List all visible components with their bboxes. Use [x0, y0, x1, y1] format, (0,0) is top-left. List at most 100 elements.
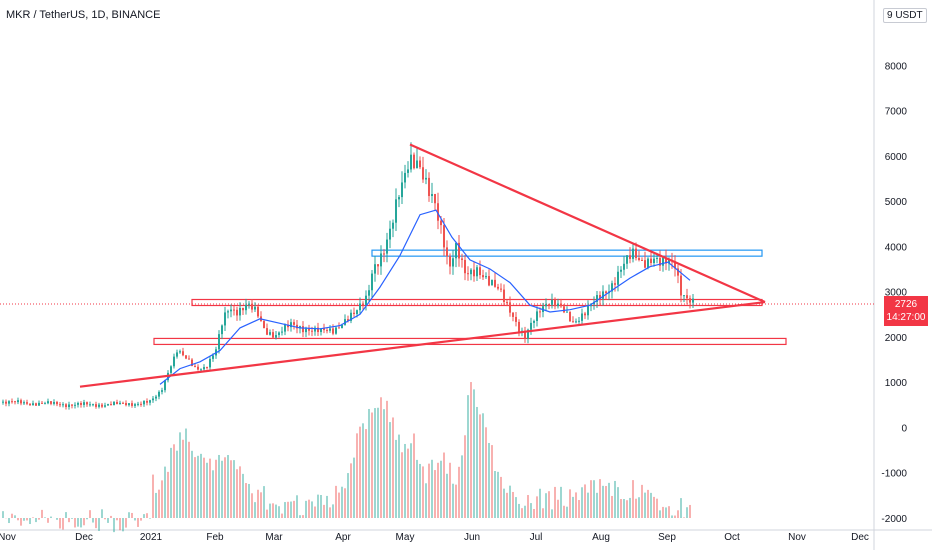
- volume-bar: [251, 493, 253, 518]
- y-tick-label: 2000: [885, 333, 908, 344]
- y-axis[interactable]: -2000 -1000 0 1000 2000 3000 4000 5000 6000 7000 8…: [881, 61, 907, 525]
- volume-bar: [167, 471, 169, 518]
- candle-body: [347, 319, 349, 321]
- candle-body: [305, 328, 307, 333]
- candle-body: [632, 248, 634, 259]
- candle-body: [470, 269, 472, 275]
- candle-body: [41, 402, 43, 404]
- candle-body: [650, 258, 652, 263]
- volume-bar: [689, 504, 691, 518]
- volume-bar: [269, 503, 271, 518]
- volume-bar: [86, 518, 88, 520]
- volume-bar: [473, 389, 475, 518]
- candle-body: [353, 312, 355, 314]
- x-tick-label: Apr: [335, 532, 351, 543]
- candle-body: [164, 380, 166, 391]
- volume-bar: [284, 502, 286, 518]
- x-tick-label: Dec: [75, 532, 93, 543]
- candle-body: [458, 242, 460, 259]
- candle-body: [287, 324, 289, 328]
- candle-body: [386, 239, 388, 254]
- trendline-lower[interactable]: [79, 300, 766, 388]
- volume-bar: [524, 505, 526, 518]
- volume-bar: [389, 422, 391, 518]
- volume-bar: [8, 518, 10, 524]
- volume-bar: [566, 506, 568, 518]
- volume-bar: [128, 512, 130, 518]
- horizontal-zones[interactable]: [0, 249, 874, 346]
- volume-bar: [278, 506, 280, 518]
- candle-body: [509, 302, 511, 313]
- x-tick-label: Jul: [530, 532, 543, 543]
- x-tick-label: May: [396, 532, 415, 543]
- volume-bar: [239, 466, 241, 518]
- volume-bar: [593, 480, 595, 518]
- volume-bar: [497, 471, 499, 518]
- trendline-upper[interactable]: [409, 143, 766, 304]
- candle-body: [257, 306, 259, 317]
- volume-bar: [638, 497, 640, 518]
- volume-bar: [302, 515, 304, 518]
- volume-bar: [545, 493, 547, 518]
- volume-bar: [434, 470, 436, 518]
- candle-body: [23, 402, 25, 404]
- candle-body: [668, 259, 670, 264]
- volume-bar: [329, 507, 331, 518]
- volume-bar: [41, 509, 43, 518]
- candle-body: [47, 401, 49, 404]
- volume-bar: [644, 492, 646, 518]
- volume-bar: [554, 486, 556, 518]
- trendlines[interactable]: [79, 143, 766, 388]
- candle-body: [689, 298, 691, 303]
- volume-bar: [356, 433, 358, 518]
- candle-body: [323, 328, 325, 331]
- last-price-tag: 2726 14:27:00: [884, 296, 928, 326]
- volume-bar: [359, 426, 361, 518]
- volume-bar: [344, 488, 346, 518]
- volume-bar: [146, 513, 148, 518]
- x-tick-label: Mar: [265, 532, 283, 543]
- candle-body: [611, 283, 613, 292]
- candle-body: [107, 404, 109, 406]
- volume-bar: [530, 503, 532, 518]
- candle-body: [8, 401, 10, 404]
- y-tick-label: 8000: [885, 61, 908, 72]
- volume-bar: [257, 489, 259, 518]
- x-axis[interactable]: Nov Dec 2021 Feb Mar Apr May Jun Jul Aug Sep Oct Nov…: [0, 532, 869, 543]
- candle-body: [614, 283, 616, 285]
- resistance-zone[interactable]: [371, 249, 763, 257]
- volume-bar: [371, 412, 373, 518]
- candle-body: [356, 310, 358, 314]
- volume-bar: [392, 417, 394, 518]
- volume-bar: [149, 518, 151, 519]
- candle-body: [551, 299, 553, 305]
- support-zone[interactable]: [191, 298, 763, 307]
- volume-bar: [407, 448, 409, 518]
- candle-body: [299, 326, 301, 329]
- candle-body: [206, 367, 208, 369]
- candle-body: [680, 275, 682, 296]
- volume-bar: [29, 518, 31, 525]
- candle-body: [581, 313, 583, 321]
- y-tick-label: -2000: [881, 514, 907, 525]
- volume-bar: [452, 483, 454, 518]
- volume-bar: [509, 485, 511, 518]
- candle-body: [341, 324, 343, 329]
- y-tick-label: -1000: [881, 469, 907, 480]
- ma-line: [159, 209, 691, 385]
- volume-bar: [491, 445, 493, 518]
- candle-body: [14, 401, 16, 403]
- volume-bar: [659, 510, 661, 518]
- volume-bar: [503, 488, 505, 518]
- volume-bar: [281, 513, 283, 518]
- candle-body: [44, 403, 46, 405]
- volume-bar: [134, 518, 136, 521]
- volume-bar: [575, 492, 577, 518]
- candle-body: [566, 311, 568, 313]
- candle-body: [437, 203, 439, 221]
- volume-bar: [137, 518, 139, 527]
- volume-bar: [26, 518, 28, 521]
- currency-unit[interactable]: 9 USDT: [883, 8, 927, 23]
- candle-body: [530, 322, 532, 330]
